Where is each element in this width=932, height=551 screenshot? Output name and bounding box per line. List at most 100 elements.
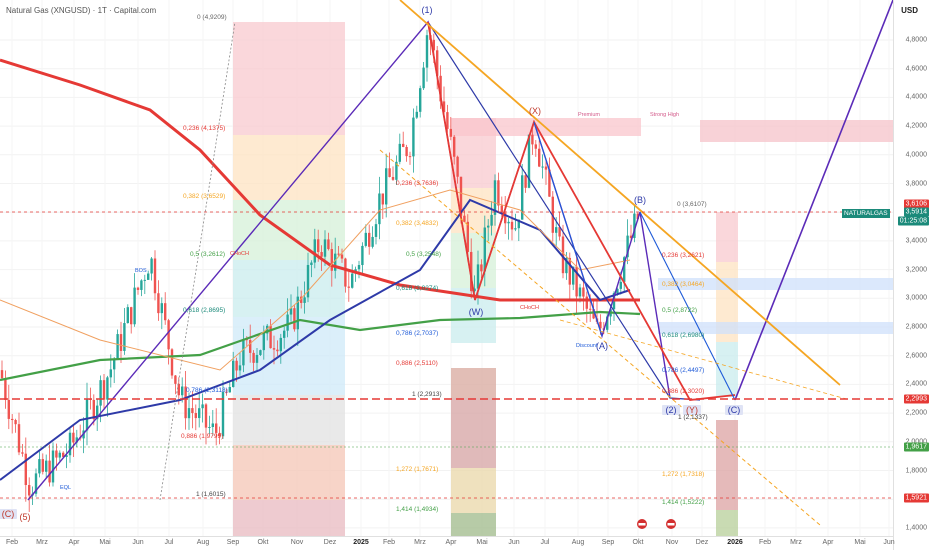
time-tick: Mai <box>476 539 488 546</box>
fib-zone <box>233 260 345 317</box>
candle-body <box>568 257 571 285</box>
fib-label: 0 (4,9209) <box>197 14 227 21</box>
candle-body <box>293 308 296 330</box>
candle-body <box>623 257 626 282</box>
fib-label: 0,786 (2,7037) <box>396 330 438 337</box>
price-tag: 3,5914 <box>903 207 929 217</box>
fib-zone <box>716 342 738 397</box>
time-tick: Jun <box>508 539 520 546</box>
candle-body <box>408 156 412 158</box>
wave-label-bg <box>725 405 743 415</box>
candle-body <box>439 75 442 102</box>
candle-body <box>218 432 221 437</box>
candle-body <box>48 460 51 483</box>
time-tick: Apr <box>68 539 80 546</box>
candle-body <box>425 35 429 68</box>
candle-body <box>85 398 89 431</box>
candle-body <box>0 370 4 379</box>
candle-body <box>303 297 306 303</box>
currency-label: USD <box>901 6 918 15</box>
candle-body <box>500 205 503 213</box>
time-tick: Apr <box>445 539 457 546</box>
candle-body <box>211 423 214 427</box>
candle-body <box>102 380 106 400</box>
candle-body <box>164 303 167 321</box>
candle-body <box>514 228 517 230</box>
fib-label: 1,272 (1,7318) <box>662 471 704 478</box>
wave-label: (X) <box>529 106 541 116</box>
candle-body <box>296 296 299 330</box>
price-tick: 2,6000 <box>905 352 927 360</box>
candle-body <box>306 264 310 298</box>
time-axis[interactable]: Feb Mrz Apr Mai Jun Jul Aug Sep Okt Nov Dez 2025 Feb… <box>0 536 895 551</box>
candle-body <box>45 460 48 472</box>
candle-body <box>565 257 568 274</box>
candle-body <box>170 349 174 376</box>
candle-body <box>395 161 398 180</box>
fib-zone <box>716 212 738 262</box>
candle-body <box>143 279 146 281</box>
symbol-price-tag: NATURALGAS <box>842 209 890 218</box>
fib-label: 0,382 (3,0464) <box>662 281 704 288</box>
wave-label: (5) <box>20 512 31 522</box>
candle-body <box>116 334 119 360</box>
candle-body <box>592 309 595 319</box>
candle-body <box>279 337 282 352</box>
candle-body <box>374 224 378 237</box>
candle-body <box>208 426 211 428</box>
candle-body <box>361 245 364 266</box>
candle-body <box>150 258 153 274</box>
fib-label: 1,414 (1,5222) <box>662 499 704 506</box>
fib-label: 0,5 (2,8722) <box>662 307 697 314</box>
candle-body <box>272 348 276 350</box>
candle-body <box>582 287 585 297</box>
price-tick: 4,6000 <box>905 65 927 73</box>
candle-body <box>177 383 180 396</box>
candle-body <box>300 296 303 303</box>
candle-body <box>585 296 588 309</box>
price-axis[interactable]: 4,80004,60004,40004,20004,00003,80003,60… <box>893 0 932 550</box>
price-tick: 2,4000 <box>905 380 927 388</box>
candle-body <box>619 281 622 289</box>
candle-body <box>453 136 456 157</box>
candle-body <box>391 176 395 180</box>
candle-body <box>72 432 75 443</box>
time-tick: Sep <box>601 539 615 546</box>
wave-label-bg <box>0 509 17 519</box>
candle-body <box>4 378 7 400</box>
candle-body <box>463 215 466 222</box>
candle-body <box>538 148 541 167</box>
time-tick: Jul <box>540 539 550 546</box>
candle-body <box>28 485 31 496</box>
candle-body <box>289 308 293 315</box>
candle-body <box>483 227 486 272</box>
fib-label: 1 (2,1337) <box>678 414 708 421</box>
candle-body <box>34 473 38 494</box>
candle-body <box>480 264 483 272</box>
time-tick: Mai <box>854 539 866 546</box>
candle-body <box>470 251 473 292</box>
smc-label: Premium <box>578 112 600 118</box>
candle-body <box>507 221 510 224</box>
candle-body <box>136 287 140 290</box>
smc-label: Discount <box>576 343 598 349</box>
candle-body <box>340 254 344 259</box>
fib-label: 1,414 (1,4934) <box>396 506 438 513</box>
candle-body <box>194 413 197 419</box>
fib-zone <box>451 513 496 536</box>
candle-body <box>558 227 561 237</box>
dotted-guide <box>159 21 236 501</box>
fib-zone <box>233 135 345 200</box>
price-tick: 4,8000 <box>905 36 927 44</box>
candle-body <box>449 128 452 137</box>
time-tick: Mrz <box>790 539 802 546</box>
wave-label: (2) <box>666 405 677 415</box>
chart-canvas[interactable]: (1) (X) (B) (W) (A) (2) (Y) (C) (C) (5) 0 (4,9209)… <box>0 0 894 536</box>
candle-body <box>123 323 126 351</box>
wave-label-bg <box>683 405 701 415</box>
candle-body <box>140 280 143 290</box>
candle-body <box>334 253 337 271</box>
chart-title: Natural Gas (XNGUSD) · 1T · Capital.com <box>6 6 157 15</box>
candle-body <box>17 424 21 453</box>
